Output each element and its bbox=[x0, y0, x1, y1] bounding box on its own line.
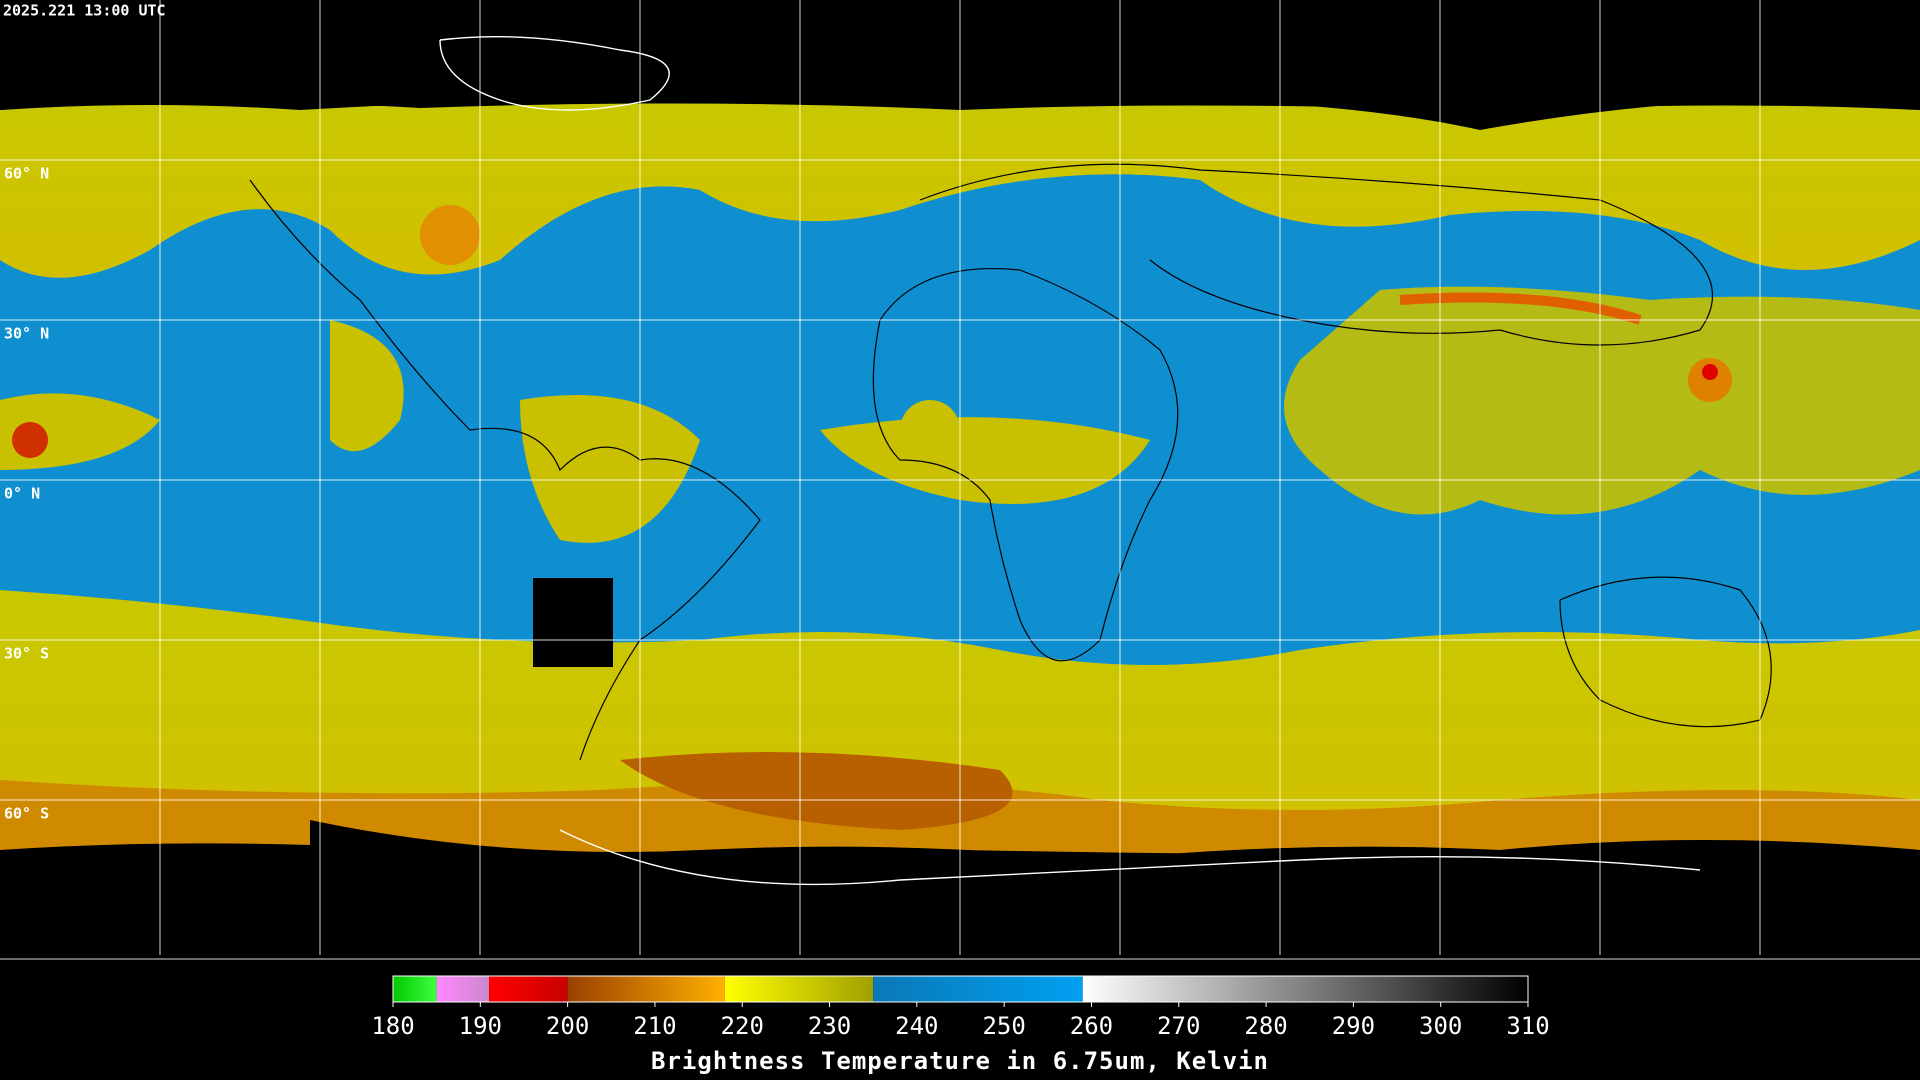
graticule bbox=[0, 0, 1920, 960]
coastlines bbox=[249, 35, 1772, 886]
latitude-label: 30° S bbox=[4, 645, 49, 663]
colorbar: 180 190 200 210 220 230 240 250 260 270 280 290 300 3… bbox=[371, 975, 1550, 1040]
colorbar-tick-label: 180 bbox=[371, 1012, 414, 1040]
colorbar-segment bbox=[567, 976, 725, 1002]
colorbar-tick-label: 200 bbox=[546, 1012, 589, 1040]
colorbar-title: Brightness Temperature in 6.75um, Kelvin bbox=[651, 1047, 1269, 1075]
colorbar-segment bbox=[724, 976, 874, 1002]
colorbar-frame bbox=[392, 975, 1529, 1003]
colorbar-tick-label: 290 bbox=[1332, 1012, 1375, 1040]
colorbar-tick-label: 240 bbox=[895, 1012, 938, 1040]
colorbar-tick-label: 210 bbox=[633, 1012, 676, 1040]
colorbar-segment bbox=[489, 976, 568, 1002]
colorbar-segment bbox=[873, 976, 1083, 1002]
colorbar-tick-label: 220 bbox=[721, 1012, 764, 1040]
colorbar-segment bbox=[393, 976, 437, 1002]
latitude-label: 60° S bbox=[4, 805, 49, 823]
colorbar-tick-label: 300 bbox=[1419, 1012, 1462, 1040]
latitude-label: 0° N bbox=[4, 485, 40, 503]
latitude-label: 30° N bbox=[4, 325, 49, 343]
colorbar-tick-label: 270 bbox=[1157, 1012, 1200, 1040]
colorbar-segment bbox=[1082, 976, 1528, 1002]
colorbar-tick-label: 260 bbox=[1070, 1012, 1113, 1040]
colorbar-tick-label: 310 bbox=[1506, 1012, 1549, 1040]
colorbar-segment bbox=[436, 976, 490, 1002]
colorbar-tick-label: 230 bbox=[808, 1012, 851, 1040]
colorbar-tick-label: 280 bbox=[1244, 1012, 1287, 1040]
colorbar-tick-label: 190 bbox=[459, 1012, 502, 1040]
latitude-label: 60° N bbox=[4, 165, 49, 183]
colorbar-tick-label: 250 bbox=[982, 1012, 1025, 1040]
timestamp: 2025.221 13:00 UTC bbox=[3, 2, 166, 20]
